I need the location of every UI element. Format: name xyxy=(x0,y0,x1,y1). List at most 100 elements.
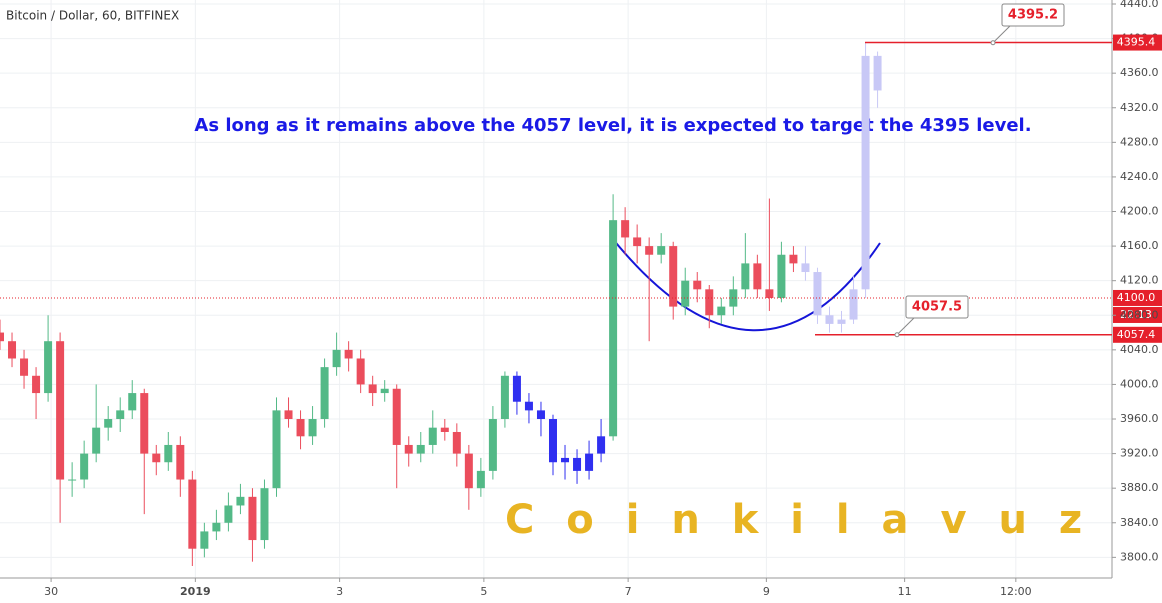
candle-body xyxy=(825,315,834,324)
callout-anchor xyxy=(894,332,900,338)
candle-body xyxy=(248,496,257,541)
countdown: 22:13 xyxy=(1120,308,1152,321)
y-tick-label: 4000.0 xyxy=(1120,377,1159,390)
candle-body xyxy=(705,289,714,316)
candle-body xyxy=(753,263,762,290)
candle-body xyxy=(861,55,870,290)
curve-drawing xyxy=(611,237,881,332)
y-tick-label: 4440.0 xyxy=(1120,0,1159,10)
y-tick-label: 3920.0 xyxy=(1120,447,1159,460)
candle-body xyxy=(476,470,485,489)
price-tag-label: 4100.0 xyxy=(1117,291,1156,304)
candle-body xyxy=(392,388,401,445)
candle-body xyxy=(224,505,233,523)
candle-body xyxy=(536,410,545,420)
level-tag xyxy=(1113,326,1162,343)
candle-body xyxy=(633,237,642,247)
candle-body xyxy=(344,349,353,359)
candle-body xyxy=(20,358,29,376)
candle-body xyxy=(548,419,557,463)
y-tick-label: 4320.0 xyxy=(1120,101,1159,114)
candle-body xyxy=(717,306,726,316)
x-tick-label: 9 xyxy=(763,585,770,598)
callout-label: 4395.2 xyxy=(1008,8,1058,23)
candle-body xyxy=(44,341,53,394)
y-tick-label: 4280.0 xyxy=(1120,135,1159,148)
candle-body xyxy=(512,375,521,402)
candle-body xyxy=(56,341,65,480)
y-tick-label: 4080.0 xyxy=(1120,308,1159,321)
y-tick-label: 4160.0 xyxy=(1120,239,1159,252)
candle-body xyxy=(32,375,41,394)
candle-body xyxy=(284,410,293,420)
candle-body xyxy=(597,436,606,454)
candle-body xyxy=(308,419,317,437)
candle-body xyxy=(8,341,17,359)
candle-body xyxy=(332,349,341,368)
candle-body xyxy=(128,393,137,411)
y-tick-label: 4360.0 xyxy=(1120,66,1159,79)
candle-body xyxy=(777,254,786,298)
callout-box xyxy=(905,295,969,319)
level-tag-label: 4057.4 xyxy=(1117,328,1156,341)
candle-body xyxy=(236,496,245,506)
candle-body xyxy=(669,246,678,307)
y-tick-label: 4040.0 xyxy=(1120,343,1159,356)
candle-body xyxy=(152,453,161,463)
callout-pointer xyxy=(896,315,917,336)
y-tick-label: 3840.0 xyxy=(1120,516,1159,529)
y-tick-label: 4200.0 xyxy=(1120,205,1159,218)
candle-body xyxy=(200,531,209,549)
callout-pointer xyxy=(992,23,1013,44)
y-tick-label: 3880.0 xyxy=(1120,481,1159,494)
candle-body xyxy=(104,419,113,428)
candle-body xyxy=(645,246,654,255)
candle-body xyxy=(573,457,582,471)
candle-body xyxy=(464,453,473,489)
candle-body xyxy=(272,410,281,489)
candle-body xyxy=(212,522,221,532)
candle-body xyxy=(488,419,497,471)
callout-label: 4057.5 xyxy=(912,300,962,315)
y-tick-label: 3800.0 xyxy=(1120,550,1159,563)
candle-body xyxy=(428,427,437,445)
candle-body xyxy=(260,488,269,541)
x-tick-label: 11 xyxy=(898,585,912,598)
x-tick-label: 3 xyxy=(336,585,343,598)
candle-body xyxy=(813,272,822,316)
y-tick-label: 4240.0 xyxy=(1120,170,1159,183)
candle-body xyxy=(320,367,329,420)
candle-body xyxy=(693,280,702,290)
chart-title: Bitcoin / Dollar, 60, BITFINEX xyxy=(6,9,179,23)
candle-body xyxy=(681,280,690,307)
x-tick-label: 30 xyxy=(44,585,58,598)
y-tick-label: 3960.0 xyxy=(1120,412,1159,425)
candle-body xyxy=(164,444,173,463)
candle-body xyxy=(561,457,570,463)
candle-body xyxy=(140,393,149,454)
watermark: C o i n k i l a v u z xyxy=(505,497,1091,543)
candle-body xyxy=(500,375,509,420)
x-tick-label: 12:00 xyxy=(1000,585,1032,598)
candle-body xyxy=(0,332,4,342)
candle-body xyxy=(80,453,89,480)
candle-body xyxy=(356,358,365,385)
candle-body xyxy=(368,384,377,394)
candle-body xyxy=(404,444,413,454)
annotation: As long as it remains above the 4057 lev… xyxy=(194,115,1031,136)
candle-body xyxy=(765,289,774,298)
candle-body xyxy=(837,319,846,324)
candle-body xyxy=(741,263,750,290)
countdown-tag xyxy=(1113,306,1162,323)
candle-body xyxy=(524,401,533,411)
candle-body xyxy=(68,479,77,481)
candle-body xyxy=(380,388,389,394)
candle-body xyxy=(609,220,618,437)
candle-body xyxy=(452,431,461,454)
candle-body xyxy=(416,444,425,454)
candle-body xyxy=(621,220,630,238)
candle-body xyxy=(585,453,594,471)
candle-body xyxy=(873,55,882,91)
x-tick-label: 7 xyxy=(625,585,632,598)
candle-body xyxy=(176,444,185,480)
